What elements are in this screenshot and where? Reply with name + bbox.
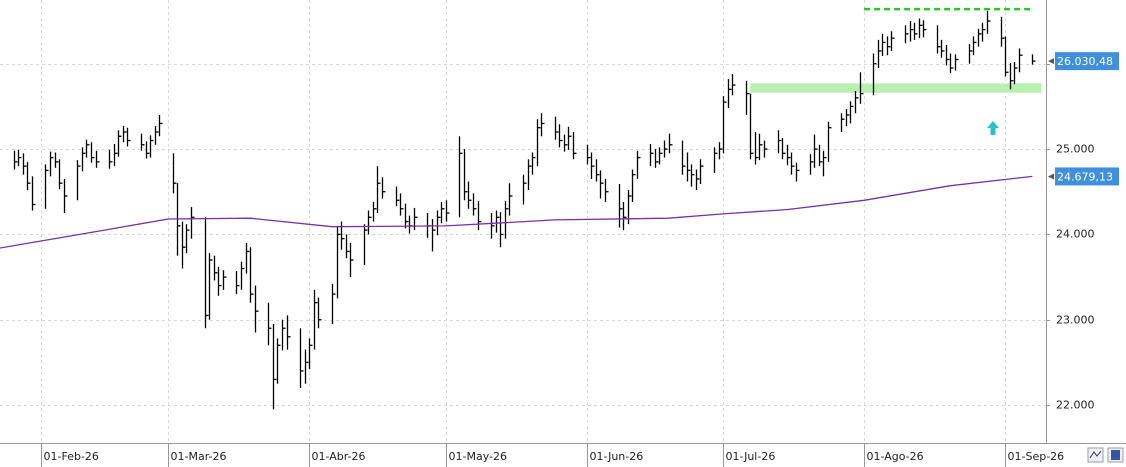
x-tick-label: 01-Sep-26 bbox=[1008, 450, 1065, 463]
value-pointer bbox=[1048, 58, 1054, 65]
value-label-box bbox=[1055, 167, 1119, 186]
x-tick-label: 01-Abr-26 bbox=[312, 450, 366, 463]
y-tick-label: 23.000 bbox=[1056, 314, 1095, 327]
x-tick-label: 01-Jul-26 bbox=[726, 450, 776, 463]
support-band bbox=[750, 83, 1042, 93]
zoom-button[interactable] bbox=[1087, 447, 1104, 463]
value-pointer bbox=[1048, 173, 1054, 180]
value-label-box bbox=[1055, 52, 1119, 71]
signal-arrow bbox=[987, 121, 999, 135]
zoom-icon bbox=[1089, 450, 1102, 459]
y-tick-label: 25.000 bbox=[1056, 143, 1095, 156]
x-tick-label: 01-Ago-26 bbox=[867, 450, 924, 463]
x-tick-label: 01-Feb-26 bbox=[44, 450, 99, 463]
x-tick-label: 01-May-26 bbox=[449, 450, 507, 463]
y-tick-label: 22.000 bbox=[1056, 399, 1095, 412]
value-label: 26.030,48 bbox=[1057, 55, 1113, 68]
save-icon bbox=[1111, 450, 1120, 460]
moving-average-line bbox=[0, 175, 1033, 249]
value-label: 24.679,13 bbox=[1057, 170, 1113, 183]
x-tick-label: 01-Jun-26 bbox=[590, 450, 644, 463]
x-tick-label: 01-Mar-26 bbox=[171, 450, 227, 463]
y-tick-label: 24.000 bbox=[1056, 228, 1095, 241]
